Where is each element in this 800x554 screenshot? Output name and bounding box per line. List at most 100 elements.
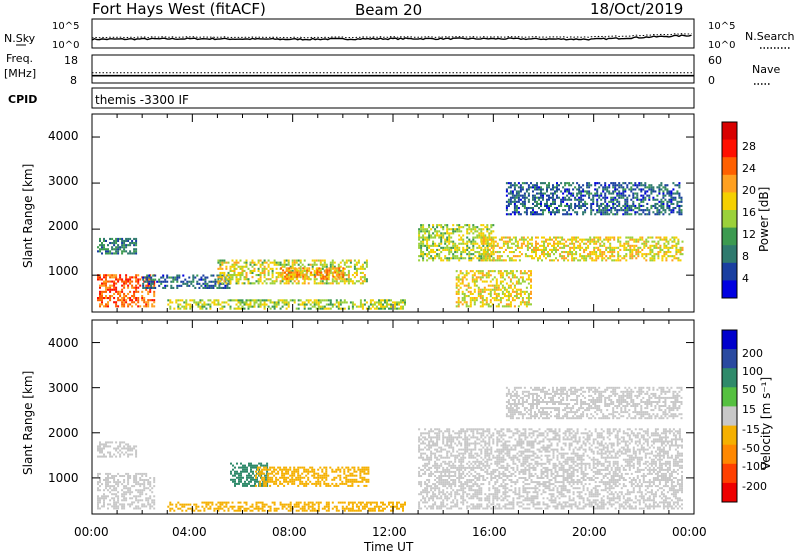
power-cell [625,236,628,239]
power-cell [571,242,574,245]
power-cell [495,292,498,295]
velocity-cell [363,505,366,508]
power-cell [680,213,683,216]
power-cell [659,244,662,247]
velocity-cell [269,480,272,483]
power-cell [227,271,230,274]
velocity-cell [246,474,248,477]
velocity-cell [127,472,130,475]
power-cell [237,307,240,310]
power-cell [545,240,547,243]
power-cell [150,286,153,289]
power-cell [142,282,145,285]
velocity-cell [313,509,316,512]
power-cell [602,211,605,214]
velocity-cell [430,438,433,441]
power-cell [588,190,591,193]
velocity-cell [339,478,342,481]
power-cell [605,255,608,258]
velocity-cell [240,476,242,479]
velocity-cell [266,462,269,465]
velocity-cell [426,501,429,504]
power-cell [489,274,492,277]
power-cell [317,274,320,277]
velocity-cell [244,468,246,471]
power-cell [654,190,657,193]
power-cell [670,190,673,193]
velocity-cell [313,474,316,477]
power-cell [636,207,639,210]
velocity-cell [115,447,118,450]
velocity-cell [428,462,431,465]
power-cell [109,250,112,253]
power-cell [476,246,479,249]
velocity-cell [299,466,302,469]
power-cell [677,251,680,254]
power-cell [331,263,334,266]
power-cell [514,240,517,243]
power-cell [636,186,639,189]
power-cell [590,202,593,205]
power-cell [113,301,116,304]
power-cell [597,255,600,258]
power-cell [115,248,118,251]
power-cell [499,270,502,273]
power-cell [495,280,498,283]
velocity-cell [293,478,296,481]
power-cell [402,299,404,302]
velocity-cell [121,495,124,498]
velocity-cell [119,503,122,506]
velocity-cell [307,472,310,475]
power-cell [525,303,528,306]
velocity-cell [234,478,236,481]
power-cell [509,301,512,304]
power-cell [507,286,510,289]
velocity-cell [273,509,276,512]
power-cell [505,270,508,273]
power-cell [107,301,109,304]
power-cell [285,307,288,310]
power-cell [359,278,362,281]
power-cell [610,192,613,195]
power-cell [510,251,513,254]
power-cell [281,274,284,277]
power-cell [331,265,334,268]
velocity-cell [107,495,109,498]
power-cell [481,274,484,277]
power-cell [662,213,665,216]
power-cell [261,267,264,270]
power-cell [676,204,679,207]
velocity-cell [101,505,103,508]
power-panel: Slant Range [km] 4000 3000 2000 1000 Pow… [21,113,771,313]
power-cell [135,278,138,281]
power-cell [353,265,356,268]
velocity-cell [319,484,322,487]
power-cell [127,237,130,240]
velocity-cell [327,474,330,477]
velocity-cell [240,478,242,481]
power-cell [285,263,288,266]
power-cell [347,265,350,268]
power-cell [473,272,476,275]
power-cell [608,209,611,212]
power-cell [658,209,661,212]
power-cell [520,242,523,245]
velocity-cell [135,475,138,477]
power-cell [591,257,594,260]
power-cell [642,209,645,212]
velocity-cell [265,503,268,506]
velocity-cell [139,491,142,494]
power-cell [552,192,554,195]
power-cell [514,255,517,258]
velocity-cell [273,470,276,473]
power-cell [587,238,590,241]
power-cell [99,303,101,306]
power-cell [584,209,587,212]
power-cell [426,236,429,239]
power-cell [422,230,425,233]
power-cell [452,230,455,233]
power-cell [552,209,554,212]
power-cell [569,251,572,254]
power-cell [290,271,293,274]
power-cell [680,198,683,201]
